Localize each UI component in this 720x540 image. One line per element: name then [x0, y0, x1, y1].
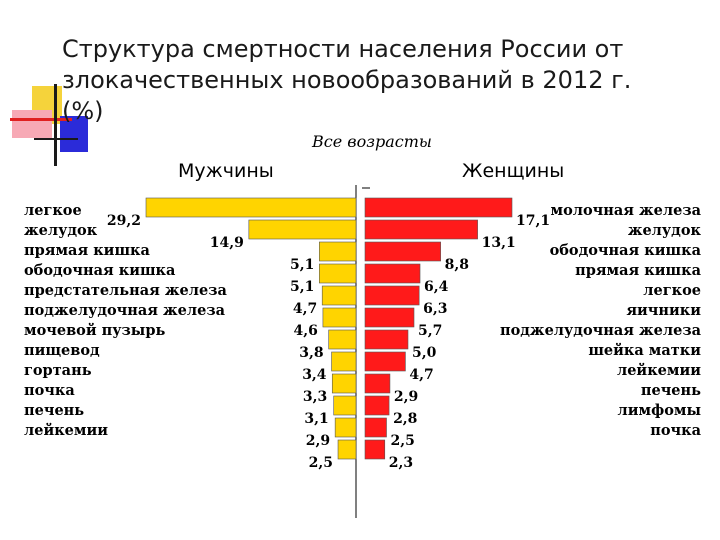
deco-blue-square — [60, 116, 88, 152]
men-bar — [334, 417, 357, 438]
men-category-label: желудок — [24, 222, 98, 239]
men-value-label: 2,9 — [306, 433, 330, 449]
men-value-label: 3,3 — [303, 389, 327, 405]
women-bar — [364, 351, 406, 372]
women-value-label: 5,7 — [418, 323, 442, 339]
men-category-label: легкое — [24, 202, 82, 219]
women-bar — [364, 439, 386, 460]
men-value-label: 5,1 — [290, 257, 314, 273]
women-bar — [364, 241, 441, 262]
women-value-label: 2,9 — [394, 389, 418, 405]
men-category-label: предстательная железа — [24, 282, 227, 299]
women-bar — [364, 197, 513, 218]
deco-horizontal-line — [34, 138, 78, 140]
men-bar — [328, 329, 357, 350]
men-bar — [319, 263, 357, 284]
men-category-label: гортань — [24, 362, 92, 379]
men-bar — [337, 439, 357, 460]
men-bar — [331, 351, 357, 372]
women-value-label: 8,8 — [445, 257, 469, 273]
men-group-label: Мужчины — [178, 160, 274, 182]
women-bar — [364, 219, 478, 240]
men-category-label: ободочная кишка — [24, 262, 176, 279]
men-bar — [248, 219, 357, 240]
women-bar — [364, 395, 390, 416]
women-category-label: шейка матки — [588, 342, 701, 359]
women-bar — [364, 285, 420, 306]
women-group-label: Женщины — [462, 160, 565, 182]
men-value-label: 5,1 — [290, 279, 314, 295]
women-category-label: молочная железа — [550, 202, 701, 219]
women-category-label: прямая кишка — [575, 262, 701, 279]
men-value-label: 29,2 — [107, 213, 141, 229]
women-bar — [364, 373, 391, 394]
men-bar — [321, 285, 357, 306]
women-bar — [364, 417, 387, 438]
men-bar — [333, 395, 357, 416]
women-value-label: 6,3 — [423, 301, 447, 317]
women-value-label: 13,1 — [482, 235, 516, 251]
men-value-label: 3,8 — [299, 345, 323, 361]
women-value-label: 4,7 — [409, 367, 433, 383]
women-bar — [364, 329, 409, 350]
men-value-label: 4,6 — [294, 323, 318, 339]
women-category-label: лимфомы — [618, 402, 701, 419]
women-bar — [364, 263, 421, 284]
women-value-label: 2,3 — [389, 455, 413, 471]
women-category-label: желудок — [628, 222, 702, 239]
men-category-label: лейкемии — [24, 422, 108, 439]
men-category-label: печень — [24, 402, 84, 419]
deco-pink-square — [12, 110, 52, 138]
men-bar — [322, 307, 357, 328]
men-bar — [331, 373, 357, 394]
men-value-label: 14,9 — [210, 235, 244, 251]
women-value-label: 17,1 — [516, 213, 550, 229]
chart-title: Структура смертности населения России от… — [62, 35, 632, 125]
men-bar — [319, 241, 357, 262]
men-bar — [145, 197, 357, 218]
men-category-label: мочевой пузырь — [24, 322, 165, 339]
women-bar — [364, 307, 415, 328]
deco-vertical-line — [54, 84, 57, 166]
women-category-label: печень — [641, 382, 701, 399]
women-category-label: яичники — [626, 302, 701, 319]
women-value-label: 2,5 — [390, 433, 414, 449]
men-category-label: поджелудочная железа — [24, 302, 226, 319]
deco-red-line — [10, 118, 72, 121]
women-category-label: легкое — [643, 282, 701, 299]
women-category-label: лейкемии — [617, 362, 701, 379]
men-value-label: 3,4 — [302, 367, 327, 383]
men-category-label: пищевод — [24, 342, 100, 359]
men-value-label: 3,1 — [304, 411, 328, 427]
chart-subtitle: Все возрасты — [312, 132, 432, 151]
men-value-label: 2,5 — [309, 455, 333, 471]
women-category-label: поджелудочная железа — [500, 322, 702, 339]
women-category-label: ободочная кишка — [550, 242, 702, 259]
women-value-label: 2,8 — [393, 411, 417, 427]
men-value-label: 4,7 — [293, 301, 317, 317]
women-value-label: 5,0 — [412, 345, 437, 361]
men-category-label: прямая кишка — [24, 242, 150, 259]
men-category-label: почка — [24, 382, 75, 399]
women-category-label: почка — [650, 422, 701, 439]
women-value-label: 6,4 — [424, 279, 449, 295]
